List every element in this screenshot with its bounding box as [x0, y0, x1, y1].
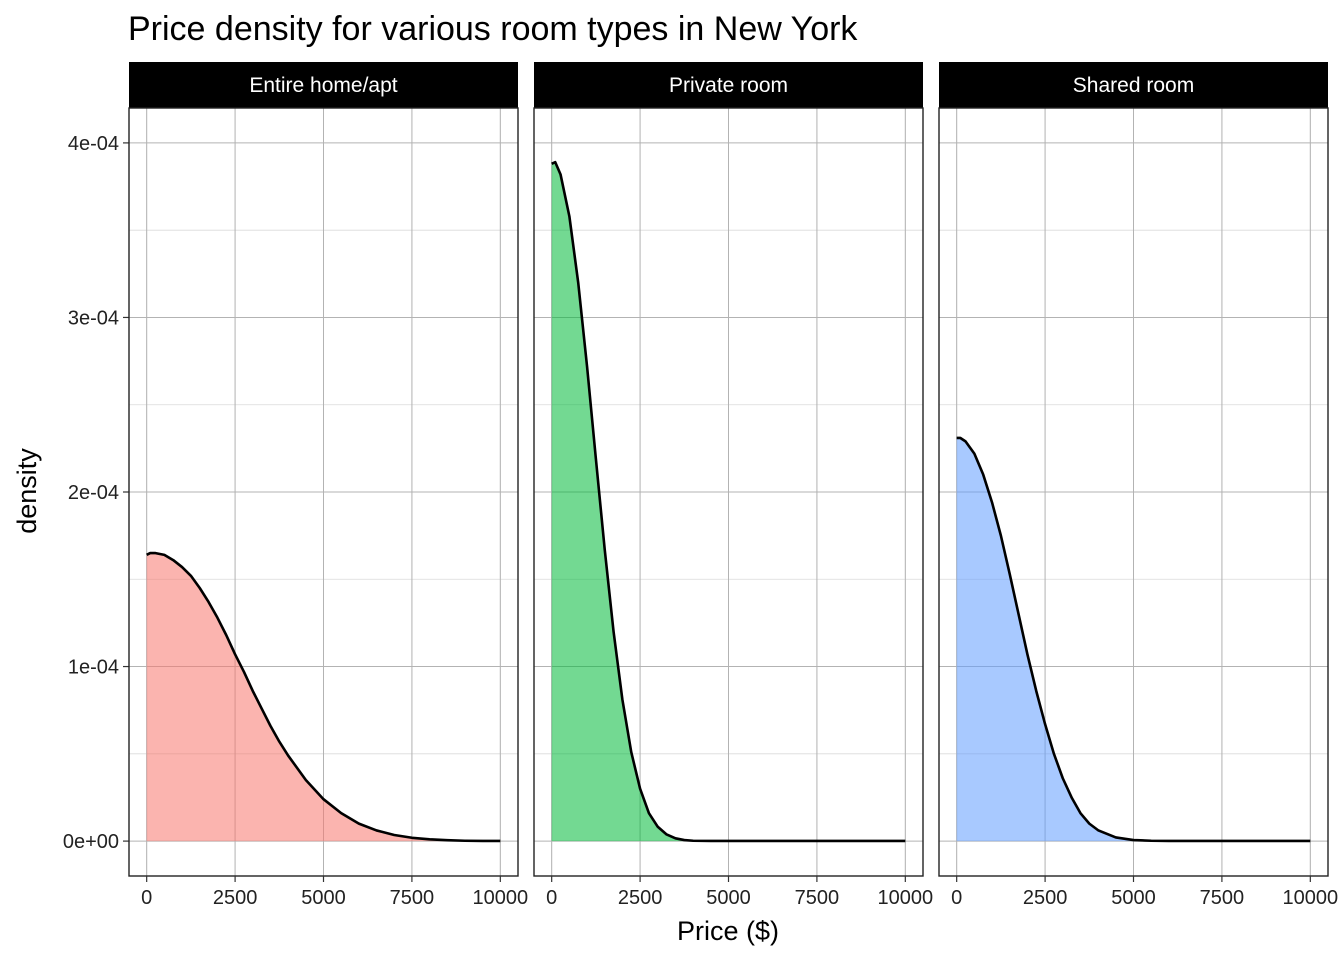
x-tick-label: 2500: [1023, 887, 1068, 909]
x-tick-label: 10000: [473, 887, 529, 909]
y-axis-title: density: [12, 448, 42, 534]
density-line: [146, 551, 501, 843]
x-tick-label: 7500: [390, 887, 435, 909]
density-area: [146, 553, 501, 842]
facet-label: Private room: [669, 74, 788, 97]
x-tick-label: 5000: [301, 887, 346, 909]
y-tick-label: 4e-04: [68, 133, 119, 155]
y-tick-label: 3e-04: [68, 307, 119, 329]
chart-title: Price density for various room types in …: [128, 10, 858, 48]
facet-strip: [129, 62, 518, 108]
x-axis-title: Price ($): [677, 916, 779, 946]
x-tick-label: 5000: [1111, 887, 1156, 909]
y-axis: 0e+00 1e-04 2e-04 3e-04 4e-04: [63, 133, 129, 853]
x-tick-label: 10000: [1283, 887, 1339, 909]
x-tick-label: 0: [141, 887, 152, 909]
x-tick-label: 2500: [618, 887, 663, 909]
x-tick-label: 7500: [795, 887, 840, 909]
x-tick-label: 7500: [1200, 887, 1245, 909]
density-area: [551, 162, 906, 842]
x-tick-label: 0: [546, 887, 557, 909]
density-area: [956, 437, 1311, 842]
facet-label: Shared room: [1073, 74, 1194, 97]
facet-strip: [534, 62, 923, 108]
x-tick-label: 2500: [213, 887, 258, 909]
y-tick-label: 2e-04: [68, 482, 119, 504]
x-tick-label: 0: [951, 887, 962, 909]
y-tick-label: 1e-04: [68, 657, 119, 679]
y-tick-label: 0e+00: [63, 831, 119, 853]
facet-strip: [939, 62, 1328, 108]
x-tick-label: 10000: [878, 887, 934, 909]
density-line: [551, 160, 906, 843]
density-line: [956, 436, 1311, 843]
facet-panel: Entire home/apt 0 2500 5000 7500 10000: [128, 62, 529, 909]
facet-label: Entire home/apt: [249, 74, 397, 97]
facet-panel: Shared room 0 2500 5000 7500 10000: [938, 62, 1339, 909]
x-tick-label: 5000: [706, 887, 751, 909]
facet-panel: Private room 0 2500 5000 7500 10000: [533, 62, 934, 909]
